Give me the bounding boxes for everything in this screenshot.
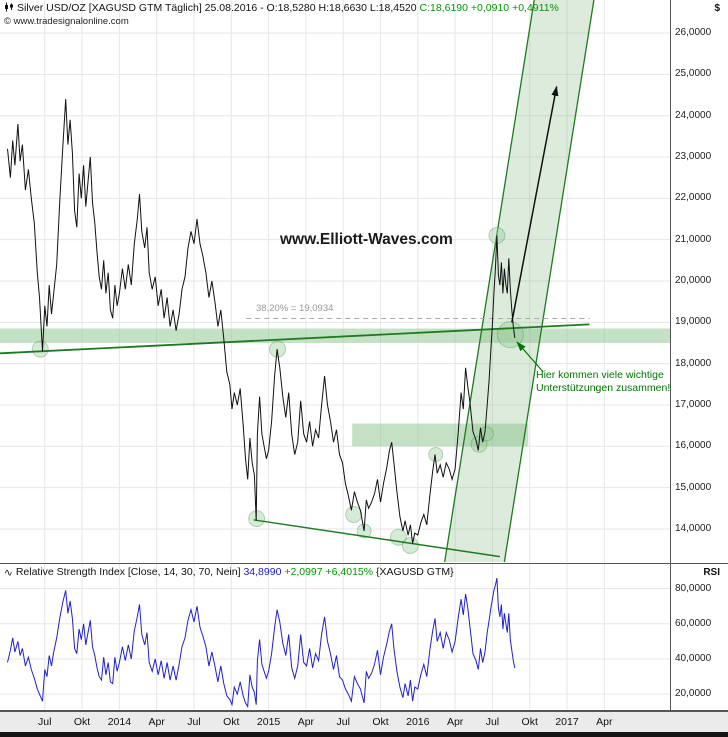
highlight-circle[interactable] bbox=[401, 536, 419, 554]
price-axis-label: 19,0000 bbox=[675, 316, 712, 328]
price-axis-label: 21,0000 bbox=[675, 233, 712, 245]
chart-title: Silver USD/OZ [XAGUSD GTM Täglich] 25.08… bbox=[17, 2, 417, 14]
highlight-circle[interactable] bbox=[345, 505, 363, 523]
price-line bbox=[7, 99, 516, 544]
time-axis-label: Apr bbox=[596, 716, 613, 728]
price-axis[interactable]: $ 14,0000 15,0000 16,0000 17,0000 18,0000 19,… bbox=[670, 0, 728, 563]
chart-quote: C:18,6190 +0,0910 +0,4911% bbox=[419, 2, 559, 14]
price-axis-label: 17,0000 bbox=[675, 398, 712, 410]
rsi-chart[interactable] bbox=[0, 564, 670, 710]
rsi-axis-unit: RSI bbox=[703, 567, 720, 578]
support-note-line1: Hier kommen viele wichtige bbox=[536, 369, 664, 381]
rsi-axis[interactable]: RSI 20,0000 40,0000 60,0000 80,0000 bbox=[670, 564, 728, 710]
time-axis-label: 2014 bbox=[107, 716, 132, 728]
watermark: www.Elliott-Waves.com bbox=[280, 231, 453, 248]
price-axis-label: 26,0000 bbox=[675, 27, 712, 39]
price-chart[interactable] bbox=[0, 0, 670, 563]
rsi-symbol: {XAGUSD GTM} bbox=[376, 566, 454, 578]
highlight-circle[interactable] bbox=[31, 340, 49, 358]
time-axis-label: Jul bbox=[336, 716, 350, 728]
price-axis-label: 15,0000 bbox=[675, 481, 712, 493]
time-axis-label: 2017 bbox=[555, 716, 579, 728]
rsi-panel: RSI 20,0000 40,0000 60,0000 80,0000 ∿ Relati… bbox=[0, 564, 728, 711]
rsi-header: ∿ Relative Strength Index [Close, 14, 30,… bbox=[4, 566, 454, 579]
rsi-axis-label: 20,0000 bbox=[675, 688, 712, 700]
time-axis-label: 2016 bbox=[406, 716, 430, 728]
time-axis-label: Apr bbox=[446, 716, 464, 728]
window-bottom-bar bbox=[0, 732, 728, 737]
time-axis-label: Jul bbox=[485, 716, 500, 728]
price-axis-label: 20,0000 bbox=[675, 275, 712, 286]
time-axis-label: Okt bbox=[223, 716, 240, 728]
rsi-axis-label: 40,0000 bbox=[675, 652, 712, 664]
copyright-label: © www.tradesignalonline.com bbox=[4, 16, 129, 27]
price-axis-label: 16,0000 bbox=[675, 440, 712, 452]
sine-wave-icon: ∿ bbox=[4, 567, 13, 579]
rsi-value: 34,8990 bbox=[243, 566, 282, 578]
projection-arrow[interactable] bbox=[511, 85, 559, 323]
price-axis-label: 25,0000 bbox=[675, 68, 712, 80]
time-axis-label: Jul bbox=[38, 716, 52, 728]
rsi-change: +2,0997 +6,4015% bbox=[284, 566, 374, 578]
time-axis[interactable]: Jul Okt 2014 Apr Jul Okt 2015 Apr Jul Okt 2016 Apr J… bbox=[0, 711, 728, 733]
price-panel: $ 14,0000 15,0000 16,0000 17,0000 18,0000 19,… bbox=[0, 0, 728, 564]
price-axis-label: 24,0000 bbox=[675, 109, 712, 121]
note-arrow[interactable] bbox=[516, 341, 544, 373]
rising-support-trendline[interactable] bbox=[0, 323, 590, 355]
price-axis-label: 23,0000 bbox=[675, 151, 712, 163]
price-axis-unit: $ bbox=[714, 3, 720, 14]
candlestick-chart-icon bbox=[4, 2, 14, 15]
time-axis-label: Okt bbox=[521, 716, 538, 728]
time-axis-label: Apr bbox=[297, 716, 315, 728]
support-box[interactable] bbox=[352, 423, 529, 447]
highlight-circle[interactable] bbox=[496, 321, 524, 349]
support-note: Hier kommen viele wichtige Unterstützung… bbox=[536, 369, 670, 395]
price-axis-label: 22,0000 bbox=[675, 192, 712, 204]
chart-header: Silver USD/OZ [XAGUSD GTM Täglich] 25.08… bbox=[4, 2, 559, 15]
horizontal-support-band[interactable] bbox=[0, 328, 670, 343]
rsi-line bbox=[7, 577, 516, 709]
time-axis-label: 2015 bbox=[256, 716, 281, 728]
price-axis-label: 18,0000 bbox=[675, 357, 712, 369]
channel-right-edge[interactable] bbox=[503, 0, 595, 563]
price-axis-label: 14,0000 bbox=[675, 522, 712, 534]
time-axis-label: Jul bbox=[187, 716, 201, 728]
rsi-axis-label: 60,0000 bbox=[675, 617, 712, 629]
time-axis-label: Apr bbox=[148, 716, 165, 728]
time-axis-label: Okt bbox=[372, 716, 389, 728]
support-note-line2: Unterstützungen zusammen! bbox=[536, 382, 671, 394]
time-axis-label: Okt bbox=[73, 716, 91, 728]
lower-support-trendline[interactable] bbox=[253, 519, 500, 558]
channel-left-edge[interactable] bbox=[444, 0, 535, 563]
rsi-axis-label: 80,0000 bbox=[675, 582, 712, 594]
rsi-name: Relative Strength Index [Close, 14, 30, … bbox=[15, 566, 241, 578]
fib-retracement-label: 38,20% = 19,0934 bbox=[256, 303, 334, 314]
